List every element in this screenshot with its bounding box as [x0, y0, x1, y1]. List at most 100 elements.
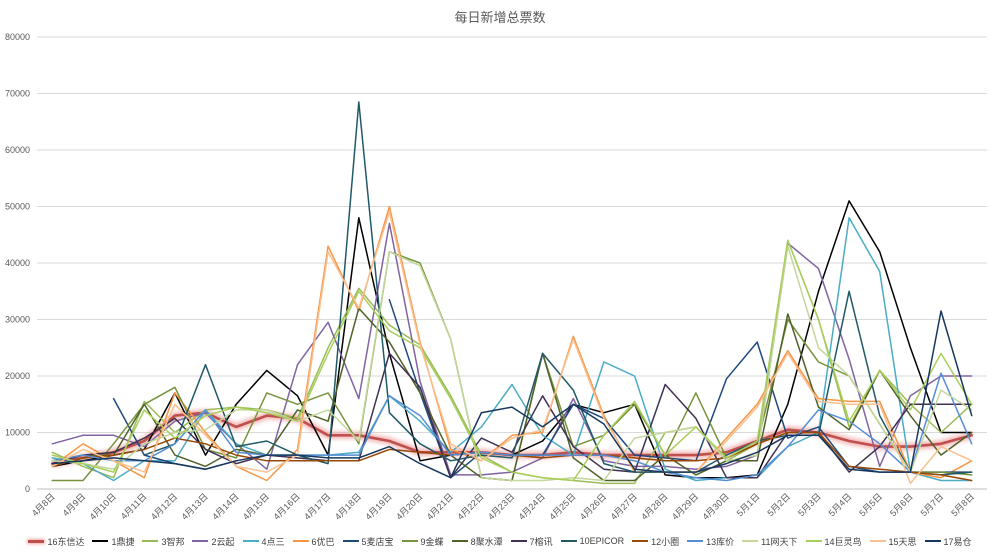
- legend-label: 14巨灵鸟: [824, 536, 862, 547]
- x-tick-label: 4月18日: [333, 491, 363, 521]
- line-chart: 0 10000 20000 30000 40000 50000 60000 70000 8000…: [5, 32, 987, 522]
- legend-item: 14巨灵鸟: [805, 535, 862, 548]
- legend-swatch: [292, 540, 309, 542]
- series-line-14: [51, 245, 973, 482]
- y-axis-labels: 0 10000 20000 30000 40000 50000 60000 70000 8000…: [5, 32, 30, 494]
- legend-swatch: [632, 540, 649, 542]
- legend-swatch: [401, 540, 418, 542]
- legend-label: 17易仓: [943, 536, 972, 547]
- series-line-17: [51, 310, 973, 479]
- x-tick-label: 4月29日: [670, 491, 700, 521]
- x-tick-label: 4月12日: [149, 491, 179, 521]
- x-tick-label: 5月1日: [735, 491, 762, 518]
- series-line-6: [51, 205, 973, 482]
- x-tick-label: 5月3日: [796, 491, 823, 518]
- y-tick-label: 70000: [5, 89, 30, 99]
- x-tick-label: 5月6日: [888, 491, 915, 518]
- x-tick-label: 4月13日: [179, 491, 209, 521]
- legend-swatch: [869, 540, 886, 542]
- legend-label: 5麦店宝: [361, 536, 394, 547]
- chart-title: 每日新增总票数: [454, 10, 546, 25]
- legend-label: 7榕讯: [529, 536, 553, 547]
- legend-swatch: [924, 540, 941, 542]
- x-tick-label: 5月8日: [949, 491, 976, 518]
- x-tick-label: 4月25日: [547, 491, 577, 521]
- series-line-11: [143, 101, 973, 476]
- legend-item: 2云起: [192, 535, 235, 548]
- x-tick-label: 4月23日: [486, 491, 516, 521]
- y-tick-label: 40000: [5, 258, 30, 268]
- legend-label: 12小圈: [651, 536, 680, 547]
- legend-swatch: [28, 539, 45, 543]
- legend-item: 10EPICOR: [560, 536, 625, 546]
- legend-item: 3智邦: [142, 535, 184, 548]
- y-tick-label: 20000: [5, 371, 30, 381]
- legend-label: 11网天下: [761, 536, 798, 547]
- x-tick-label: 4月11日: [119, 491, 149, 521]
- legend-item: 11网天下: [742, 535, 798, 548]
- legend-item: 4点三: [242, 535, 285, 548]
- legend-item: 5麦店宝: [342, 535, 394, 548]
- y-tick-label: 60000: [5, 145, 30, 155]
- series-line-16: [51, 211, 973, 485]
- x-tick-label: 4月30日: [700, 491, 730, 521]
- legend-label: 16东信达: [47, 536, 85, 547]
- y-tick-label: 80000: [5, 32, 30, 42]
- legend-item: 6优巴: [292, 535, 335, 548]
- x-tick-label: 4月17日: [302, 491, 332, 521]
- legend-item: 13库价: [687, 535, 734, 548]
- x-tick-label: 4月28日: [639, 491, 669, 521]
- y-tick-label: 0: [25, 484, 30, 494]
- x-tick-label: 4月21日: [425, 491, 455, 521]
- x-tick-label: 4月8日: [30, 491, 57, 518]
- legend-label: 13库价: [706, 536, 735, 547]
- x-tick-label: 4月16日: [271, 491, 301, 521]
- x-tick-label: 4月19日: [363, 491, 393, 521]
- legend-item: 1鼎捷: [92, 535, 134, 548]
- legend-label: 15天思: [888, 536, 917, 547]
- legend-item: 8聚水潭: [451, 535, 503, 548]
- legend-swatch: [92, 540, 109, 542]
- legend-swatch: [142, 540, 159, 542]
- legend-label: 9金蝶: [420, 536, 444, 547]
- x-tick-label: 4月27日: [609, 491, 639, 521]
- y-tick-label: 10000: [5, 428, 30, 438]
- gridlines: [37, 36, 987, 490]
- x-tick-label: 4月22日: [455, 491, 485, 521]
- legend-item: 15天思: [869, 535, 917, 548]
- y-tick-label: 30000: [5, 315, 30, 325]
- legend-item: 9金蝶: [401, 535, 444, 548]
- legend-label: 2云起: [211, 536, 235, 547]
- y-tick-label: 50000: [5, 202, 30, 212]
- legend-item: 7榕讯: [510, 535, 553, 548]
- legend-swatch: [192, 540, 209, 542]
- series-line-15: [51, 239, 973, 482]
- x-tick-label: 5月5日: [857, 491, 884, 518]
- legend-label: 4点三: [261, 536, 285, 547]
- legend-label: 8聚水潭: [470, 536, 503, 547]
- legend-label: 1鼎捷: [111, 536, 135, 547]
- x-tick-label: 5月4日: [827, 491, 854, 518]
- series-line-13: [51, 372, 973, 482]
- legend-label: 10EPICOR: [579, 536, 625, 546]
- legend-item: 16东信达: [28, 535, 84, 548]
- x-tick-label: 4月24日: [517, 491, 547, 521]
- legend-swatch: [510, 540, 527, 542]
- legend-item: 12小圈: [632, 535, 679, 548]
- legend-swatch: [805, 540, 822, 542]
- legend-swatch: [742, 540, 759, 542]
- x-tick-label: 4月26日: [578, 491, 608, 521]
- x-tick-label: 4月9日: [61, 491, 88, 518]
- legend-swatch: [242, 540, 259, 542]
- x-tick-label: 4月10日: [88, 491, 118, 521]
- legend-swatch: [342, 540, 359, 542]
- series-lines: [51, 101, 973, 485]
- legend: 16东信达 1鼎捷 3智邦 2云起 4点三 6优巴 5麦店宝 9金蝶 8聚水潭 7榕讯 10EPIC…: [0, 534, 1000, 548]
- x-tick-label: 5月2日: [765, 491, 792, 518]
- x-axis-labels: 4月8日 4月9日 4月10日 4月11日 4月12日 4月13日 4月14日 4月15日 4月…: [30, 491, 976, 521]
- legend-swatch: [560, 540, 577, 542]
- x-tick-label: 4月14日: [210, 491, 240, 521]
- legend-label: 3智邦: [161, 536, 185, 547]
- legend-item: 17易仓: [924, 535, 972, 548]
